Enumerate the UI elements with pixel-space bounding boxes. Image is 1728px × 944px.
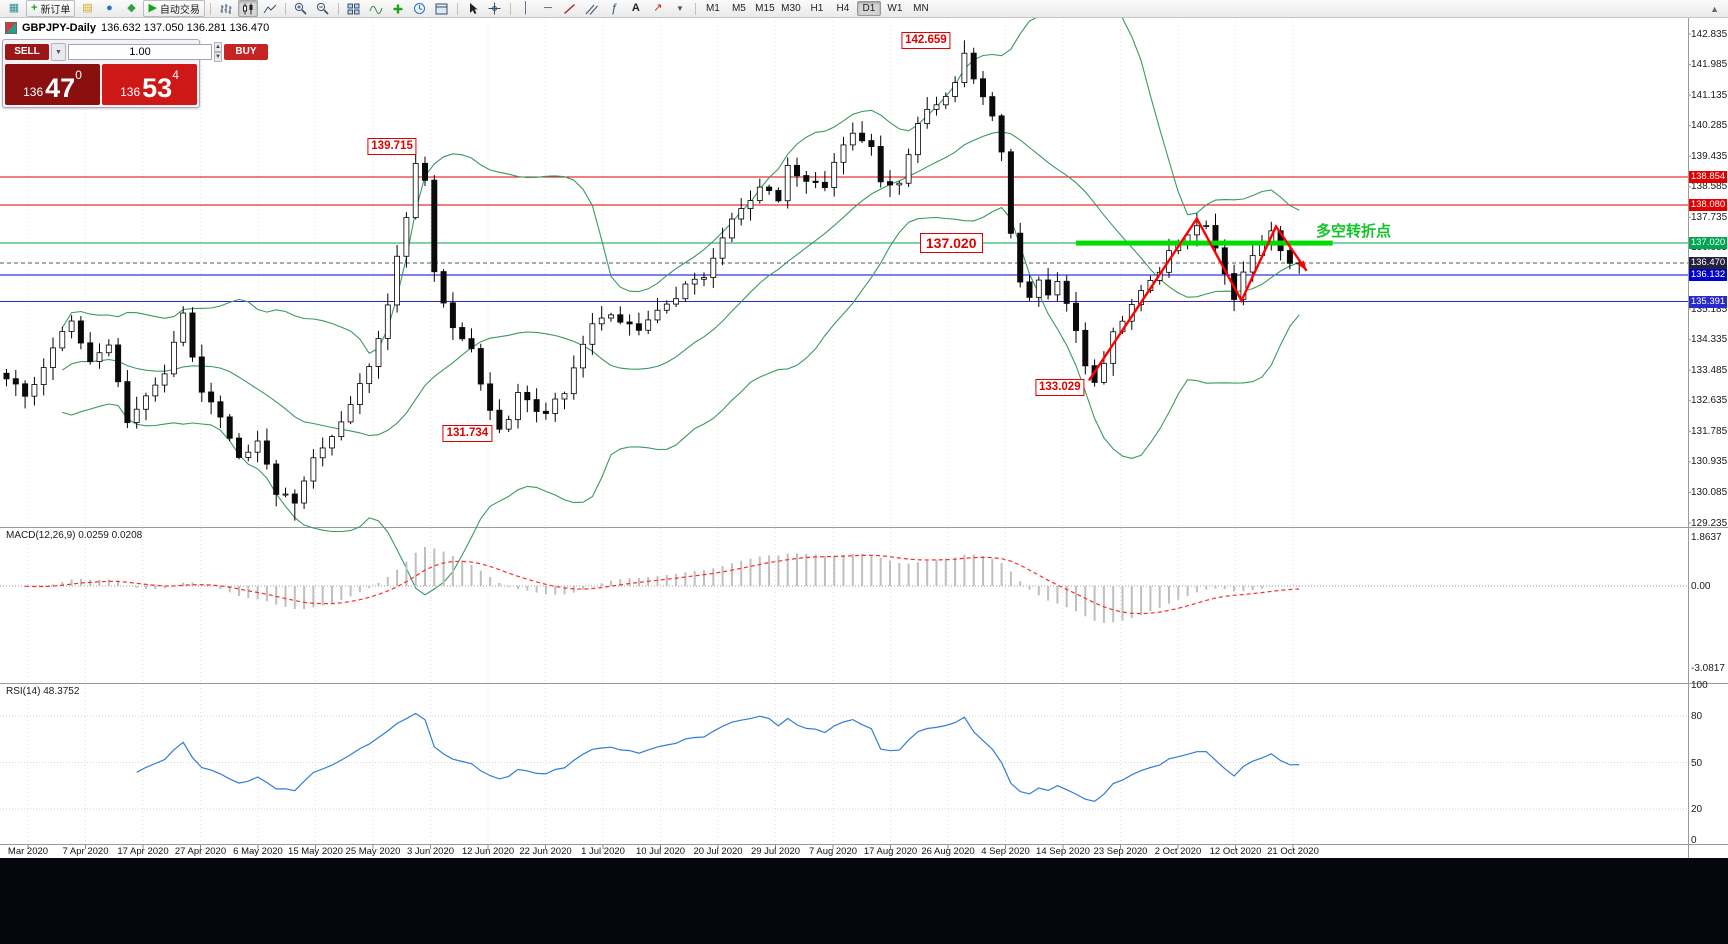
autotrading-button[interactable]: ▶ 自动交易 — [143, 0, 205, 17]
separator — [456, 2, 458, 15]
vertical-line-icon[interactable]: │ — [522, 2, 530, 14]
toolbar-collapse-icon[interactable]: ▲ — [1710, 3, 1719, 14]
volume-up-icon[interactable]: ▲ — [214, 42, 222, 52]
autotrading-label: 自动交易 — [159, 5, 200, 16]
channel-icon[interactable] — [582, 0, 602, 17]
timeframe-button-m15[interactable]: M15 — [755, 3, 775, 14]
play-icon: ▶ — [148, 2, 157, 14]
cursor-icon[interactable] — [463, 0, 483, 17]
separator — [694, 2, 696, 15]
volume-stepper[interactable]: ▲ ▼ — [214, 42, 222, 62]
arrows-tool-icon[interactable]: ↗ — [653, 2, 663, 14]
chart-title: GBPJPY-Daily — [22, 22, 96, 34]
zigzag-arrowhead — [1297, 260, 1307, 271]
volume-input[interactable] — [68, 44, 212, 60]
sell-price-display[interactable]: 136 47 0 — [5, 64, 100, 105]
templates-icon[interactable] — [432, 0, 452, 17]
separator — [209, 2, 211, 15]
new-order-button[interactable]: + 新订单 — [26, 0, 76, 17]
separator — [509, 2, 511, 15]
data-window-icon[interactable]: ● — [106, 2, 113, 14]
periods-icon[interactable] — [410, 0, 430, 17]
market-watch-icon[interactable]: ▤ — [82, 2, 93, 14]
sell-button[interactable]: SELL — [5, 44, 49, 60]
timeframe-button-h1[interactable]: H1 — [810, 3, 824, 14]
rsi-pane — [0, 712, 1688, 810]
symbol-bar: GBPJPY-Daily 136.632 137.050 136.281 136… — [5, 22, 269, 34]
timeframe-button-m1[interactable]: M1 — [705, 3, 720, 14]
text-tool-icon[interactable]: A — [631, 2, 640, 14]
add-chart-icon[interactable] — [388, 0, 408, 17]
turning-point-annotation[interactable]: 多空转折点 — [1316, 223, 1392, 240]
price-callout[interactable]: 131.734 — [442, 425, 493, 443]
macd-label: MACD(12,26,9) 0.0259 0.0208 — [6, 530, 143, 541]
volume-down-icon[interactable]: ▼ — [214, 52, 222, 62]
separator — [337, 2, 339, 15]
timeframe-group: M1 M5 M15 M30 H1 H4 D1 W1 MN — [700, 1, 934, 16]
price-callout[interactable]: 142.659 — [901, 32, 951, 50]
zoom-in-icon[interactable] — [291, 0, 311, 17]
sell-dropdown-icon[interactable]: ▼ — [51, 43, 66, 61]
buy-price-display[interactable]: 136 53 4 — [102, 64, 197, 105]
price-callout[interactable]: 137.020 — [919, 233, 983, 254]
zigzag-trendline[interactable] — [1088, 216, 1308, 382]
ohlc-readout: 136.632 137.050 136.281 136.470 — [100, 22, 270, 34]
level-lines — [0, 176, 1688, 303]
zoom-out-icon[interactable] — [313, 0, 333, 17]
timeframe-button-m30[interactable]: M30 — [781, 3, 801, 14]
candlestick-chart-icon[interactable] — [237, 0, 258, 17]
buy-button[interactable]: BUY — [223, 44, 268, 60]
gridlines — [27, 17, 1294, 849]
timeframe-button-w1[interactable]: W1 — [887, 3, 903, 14]
plus-icon: + — [31, 2, 38, 14]
crosshair-icon[interactable] — [485, 0, 505, 17]
candles — [3, 40, 1303, 521]
symbol-icon — [5, 22, 17, 34]
tile-windows-icon[interactable] — [344, 0, 364, 17]
support-bar[interactable] — [1076, 240, 1333, 246]
horizontal-line-icon[interactable]: ─ — [544, 2, 552, 14]
toolbar: ▦ + 新订单 ▤ ● ◆ ▶ 自动交易 │ ─ ƒ A — [0, 0, 1728, 18]
one-click-trading-panel: SELL ▼ ▲▼ BUY 136 47 0 136 53 4 — [2, 39, 268, 108]
indicators-icon[interactable] — [366, 0, 386, 17]
navigator-icon[interactable]: ◆ — [127, 2, 136, 14]
price-callout[interactable]: 133.029 — [1035, 378, 1085, 396]
line-chart-icon[interactable] — [260, 0, 280, 17]
separator — [284, 2, 286, 15]
timeframe-button-m5[interactable]: M5 — [731, 3, 746, 14]
timeframe-button-d1[interactable]: D1 — [856, 1, 881, 16]
fibonacci-icon[interactable]: ƒ — [610, 1, 618, 15]
timeframe-button-mn[interactable]: MN — [913, 3, 929, 14]
chart-window-icon[interactable]: ▦ — [8, 2, 20, 14]
bottom-strip — [0, 858, 1728, 944]
bar-chart-icon[interactable] — [216, 0, 236, 17]
new-order-label: 新订单 — [40, 5, 71, 16]
shapes-dropdown-icon[interactable]: ▼ — [675, 4, 684, 13]
rsi-label: RSI(14) 48.3752 — [6, 686, 80, 697]
pane-frames — [0, 17, 1728, 858]
trendline-icon[interactable] — [560, 0, 580, 17]
bollinger-bands — [61, 0, 1300, 596]
timeframe-button-h4[interactable]: H4 — [836, 3, 850, 14]
macd-pane — [0, 546, 1688, 623]
price-callout[interactable]: 139.715 — [367, 138, 417, 156]
